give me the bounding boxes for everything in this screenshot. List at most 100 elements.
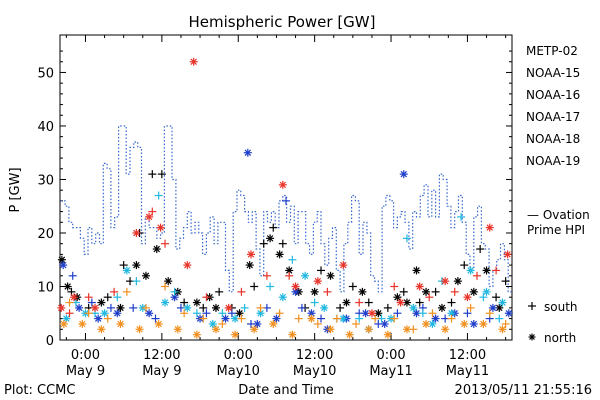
point-noaa-15-south: [227, 309, 236, 318]
point-noaa-18-north: [288, 330, 297, 339]
point-noaa-19-north: [278, 180, 287, 189]
point-noaa-19-south: [65, 309, 74, 318]
point-noaa-15-north: [253, 319, 262, 328]
point-metp-02-south: [460, 261, 469, 270]
point-noaa-15-north: [94, 314, 103, 323]
point-noaa-16-south: [192, 309, 201, 318]
point-noaa-18-south: [180, 309, 189, 318]
y-tick-label: 10: [37, 280, 54, 295]
point-noaa-15-south: [151, 314, 160, 323]
point-noaa-15-north: [75, 303, 84, 312]
point-noaa-15-south: [297, 303, 306, 312]
point-noaa-18-north: [326, 325, 335, 334]
point-metp-02-south: [317, 266, 326, 275]
legend-item-noaa-18: NOAA-18: [526, 132, 580, 146]
point-metp-02-north: [97, 298, 106, 307]
point-noaa-16-south: [402, 234, 411, 243]
point-noaa-16-south: [240, 303, 249, 312]
point-noaa-19-south: [110, 287, 119, 296]
point-noaa-18-south: [466, 303, 475, 312]
point-metp-02-south: [199, 303, 208, 312]
point-noaa-19-north: [313, 277, 322, 286]
point-noaa-19-south: [285, 271, 294, 280]
point-noaa-18-north: [211, 325, 220, 334]
point-noaa-16-north: [339, 314, 348, 323]
point-noaa-16-north: [100, 309, 109, 318]
point-metp-02-south: [415, 298, 424, 307]
satellite-points: [57, 57, 513, 339]
point-noaa-18-south: [371, 314, 380, 323]
point-noaa-16-south: [479, 293, 488, 302]
ovation-prime-hpi-line: [60, 125, 512, 293]
legend-item-noaa-16: NOAA-16: [526, 88, 580, 102]
point-metp-02-north: [342, 298, 351, 307]
point-noaa-15-north: [243, 148, 252, 157]
point-noaa-18-north: [135, 325, 144, 334]
point-metp-02-south: [431, 287, 440, 296]
point-noaa-16-north: [447, 309, 456, 318]
point-noaa-18-north: [479, 319, 488, 328]
point-noaa-16-north: [466, 266, 475, 275]
point-noaa-15-north: [272, 314, 281, 323]
point-noaa-18-south: [161, 282, 170, 291]
y-tick-label: 50: [37, 66, 54, 81]
point-noaa-18-north: [250, 325, 259, 334]
point-noaa-15-north: [431, 314, 440, 323]
point-metp-02-south: [157, 170, 166, 179]
point-noaa-15-north: [504, 309, 513, 318]
ovation-hpi-path: [60, 125, 512, 293]
point-noaa-18-south: [122, 287, 131, 296]
point-noaa-16-south: [266, 282, 275, 291]
point-metp-02-south: [492, 293, 501, 302]
point-metp-02-south: [364, 298, 373, 307]
point-noaa-16-south: [154, 191, 163, 200]
point-noaa-18-south: [218, 319, 227, 328]
plot-frame: [59, 34, 513, 341]
point-noaa-18-south: [485, 309, 494, 318]
point-noaa-16-south: [218, 309, 227, 318]
point-metp-02-south: [399, 287, 408, 296]
point-metp-02-north: [141, 271, 150, 280]
point-metp-02-south: [348, 282, 357, 291]
point-metp-02-north: [285, 266, 294, 275]
x-tick-label-time: 12:00: [449, 348, 486, 363]
point-noaa-15-south: [317, 314, 326, 323]
point-noaa-19-south: [355, 298, 364, 307]
legend-ovation-line1: — Ovation: [527, 208, 590, 222]
point-noaa-18-south: [332, 314, 341, 323]
point-noaa-19-south: [492, 266, 501, 275]
point-noaa-16-north: [428, 319, 437, 328]
point-noaa-19-north: [57, 303, 66, 312]
chart-title: Hemispheric Power [GW]: [189, 13, 376, 31]
point-noaa-19-south: [161, 239, 170, 248]
point-metp-02-south: [383, 303, 392, 312]
point-metp-02-south: [501, 277, 510, 286]
point-metp-02-south: [259, 239, 268, 248]
point-noaa-16-north: [161, 298, 170, 307]
legend-south-label: south: [544, 300, 578, 314]
point-noaa-19-north: [183, 261, 192, 270]
point-noaa-19-north: [145, 212, 154, 221]
point-noaa-15-north: [221, 314, 230, 323]
point-noaa-16-north: [498, 298, 507, 307]
point-noaa-18-north: [460, 319, 469, 328]
point-noaa-19-south: [472, 271, 481, 280]
x-tick-label-date: May11: [369, 364, 412, 379]
legend-north-label: north: [544, 331, 576, 345]
point-noaa-19-north: [396, 298, 405, 307]
y-tick-label: 40: [37, 120, 54, 135]
legend-item-noaa-19: NOAA-19: [526, 154, 580, 168]
point-noaa-15-north: [380, 319, 389, 328]
footer-plot-source: Plot: CCMC: [4, 383, 75, 398]
x-tick-label-date: May11: [446, 364, 489, 379]
point-noaa-18-north: [192, 330, 201, 339]
point-noaa-16-south: [495, 314, 504, 323]
point-noaa-15-north: [469, 319, 478, 328]
point-noaa-18-south: [352, 319, 361, 328]
point-noaa-18-north: [59, 319, 68, 328]
point-noaa-19-south: [450, 287, 459, 296]
x-axis-label: Date and Time: [238, 383, 334, 398]
point-noaa-16-north: [122, 266, 131, 275]
